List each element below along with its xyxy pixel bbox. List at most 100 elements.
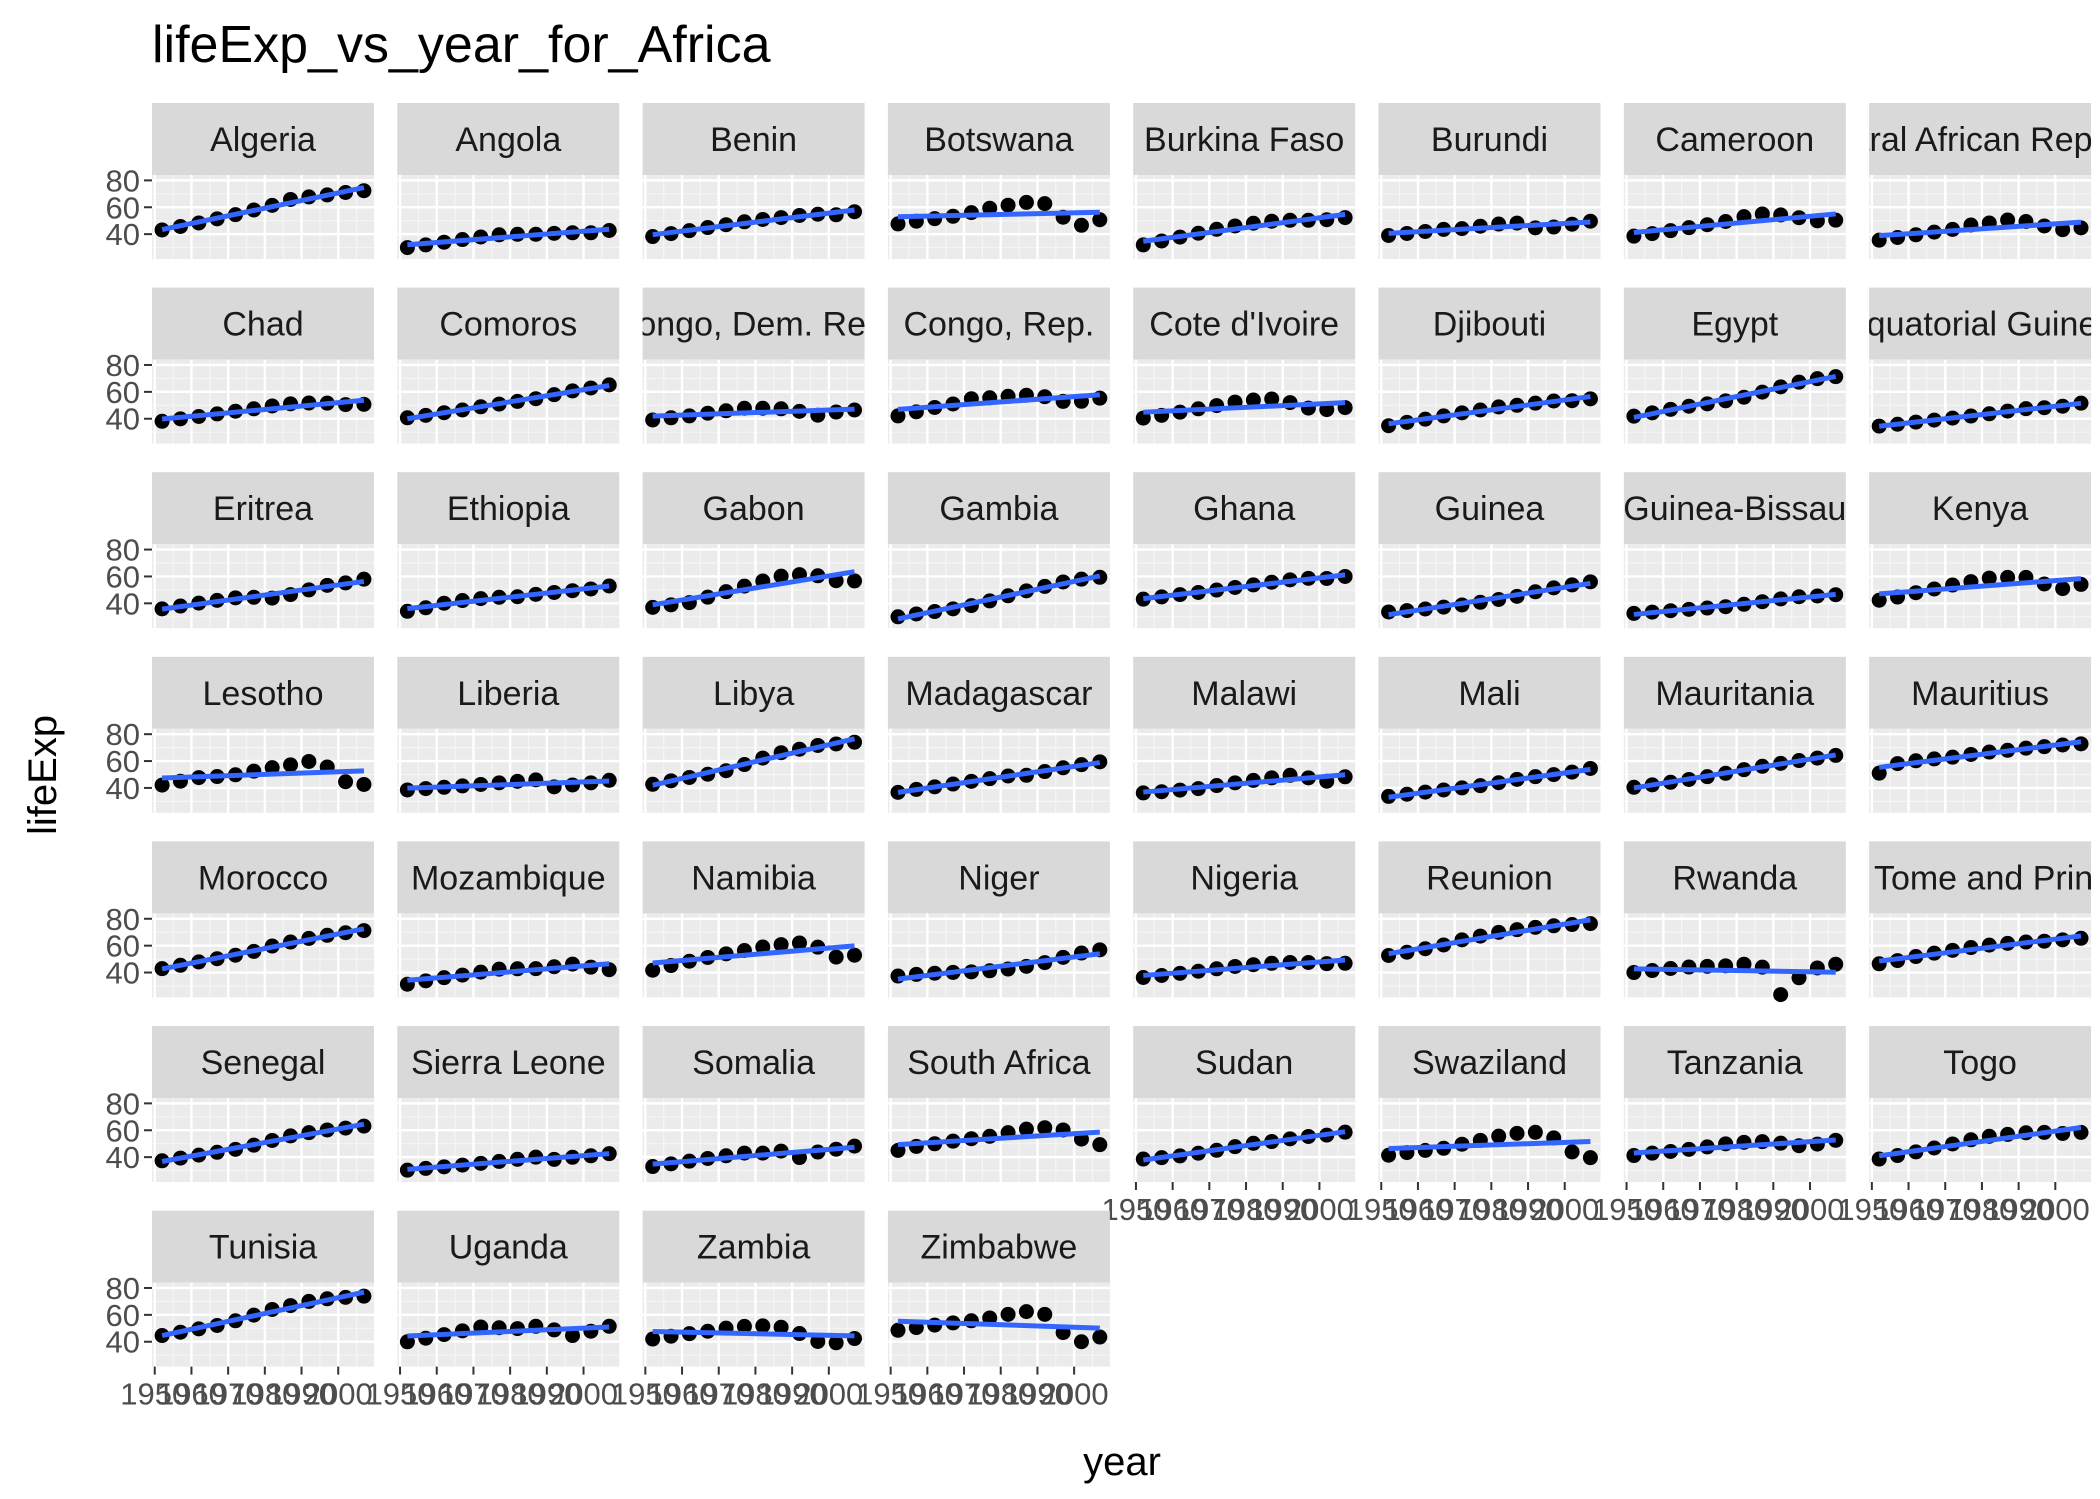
y-tick-label: 60 bbox=[106, 1298, 140, 1333]
facet-strip-label: Lesotho bbox=[203, 675, 324, 713]
fit-line bbox=[652, 1328, 855, 1339]
facet-panel: Djibouti bbox=[1378, 287, 1601, 444]
facet-strip-label: Malawi bbox=[1191, 675, 1297, 713]
x-tick-label: 1970 bbox=[439, 1377, 508, 1412]
facet-strip bbox=[1133, 472, 1356, 545]
facet-strip bbox=[642, 287, 865, 360]
facet-strip bbox=[642, 472, 865, 545]
y-tick-label: 80 bbox=[106, 1086, 140, 1121]
x-tick-label: 1950 bbox=[856, 1377, 925, 1412]
fit-line bbox=[1878, 933, 2082, 964]
fit-line bbox=[1878, 400, 2082, 429]
fit-line bbox=[1879, 219, 2082, 239]
facet-strip-label: Burundi bbox=[1431, 121, 1548, 159]
data-point bbox=[1037, 1306, 1053, 1322]
x-tick-label: 1980 bbox=[1947, 1192, 2016, 1227]
x-tick-label: 1950 bbox=[1837, 1192, 1906, 1227]
facet-strip-label: Mozambique bbox=[411, 859, 606, 897]
facet-strip-label: Congo, Dem. Rep. bbox=[613, 306, 895, 344]
x-tick-label: 1990 bbox=[1739, 1192, 1808, 1227]
data-point bbox=[810, 1333, 826, 1349]
y-tick-label: 80 bbox=[106, 717, 140, 752]
facet-strip bbox=[1623, 841, 1846, 914]
facet-panel: Congo, Rep. bbox=[887, 287, 1110, 444]
facet-strip-label: Uganda bbox=[449, 1229, 568, 1267]
facet-panel: Kenya bbox=[1869, 472, 2092, 629]
facet-strip bbox=[1378, 472, 1601, 545]
facet-strip-label: Sao Tome and Principe bbox=[1805, 859, 2100, 897]
chart-title: lifeExp_vs_year_for_Africa bbox=[152, 16, 771, 74]
data-point bbox=[601, 578, 617, 594]
data-point bbox=[645, 1331, 661, 1347]
fit-line bbox=[1633, 211, 1836, 235]
data-point bbox=[1582, 1150, 1598, 1166]
facet-strip-label: Guinea-Bissau bbox=[1623, 490, 1846, 528]
data-point bbox=[356, 776, 372, 792]
facet-strip-label: Zimbabwe bbox=[920, 1229, 1077, 1267]
facet-strip bbox=[152, 1026, 374, 1098]
x-tick-label: 1960 bbox=[1383, 1192, 1452, 1227]
data-point bbox=[154, 777, 170, 793]
fit-line bbox=[897, 1318, 1100, 1331]
facet-panel: Rwanda bbox=[1623, 841, 1846, 1003]
x-tick-label: 1960 bbox=[157, 1377, 226, 1412]
x-tick-label: 1960 bbox=[1138, 1192, 1207, 1227]
panel-background bbox=[397, 1282, 620, 1367]
fit-line bbox=[1388, 1138, 1591, 1152]
data-point bbox=[773, 937, 789, 953]
x-tick-label: 2000 bbox=[1530, 1192, 1599, 1227]
data-point bbox=[1582, 213, 1598, 229]
facet-strip-label: Gambia bbox=[939, 490, 1058, 528]
facet-panel: Ethiopia bbox=[397, 472, 620, 629]
fit-line bbox=[1388, 917, 1591, 957]
fit-line bbox=[652, 943, 855, 966]
fit-line bbox=[897, 209, 1100, 220]
facet-panel: Burundi bbox=[1378, 103, 1601, 259]
facet-panel: Congo, Dem. Rep. bbox=[613, 287, 895, 444]
x-tick-label: 1990 bbox=[267, 1377, 336, 1412]
x-tick-label: 1980 bbox=[230, 1377, 299, 1412]
x-tick-label: 1980 bbox=[1212, 1192, 1281, 1227]
facet-strip-label: Sierra Leone bbox=[411, 1044, 606, 1082]
x-tick-label: 1980 bbox=[476, 1377, 545, 1412]
data-point bbox=[1135, 785, 1151, 801]
facet-strip-label: Ghana bbox=[1193, 490, 1295, 528]
facet-strip-label: Cameroon bbox=[1655, 121, 1814, 159]
fit-line bbox=[652, 736, 856, 788]
facet-panel: Malawi bbox=[1133, 656, 1356, 813]
x-tick-label: 1980 bbox=[966, 1377, 1035, 1412]
facet-strip-label: Mauritania bbox=[1655, 675, 1814, 713]
y-tick-label: 60 bbox=[106, 375, 140, 410]
panel-background bbox=[152, 175, 374, 259]
fit-line bbox=[1878, 1125, 2082, 1159]
facet-strip bbox=[887, 1210, 1110, 1283]
x-tick-label: 2000 bbox=[794, 1377, 863, 1412]
facet-strip-label: Zambia bbox=[697, 1229, 810, 1267]
data-point bbox=[1264, 391, 1280, 407]
data-point bbox=[828, 1335, 844, 1351]
facet-strip bbox=[887, 287, 1110, 360]
data-point bbox=[1337, 210, 1353, 226]
data-point bbox=[1073, 1334, 1089, 1350]
facet-strip-label: Congo, Rep. bbox=[903, 306, 1094, 344]
x-tick-label: 1970 bbox=[194, 1377, 263, 1412]
facet-strip-label: Equatorial Guinea bbox=[1844, 306, 2100, 344]
x-tick-label: 1970 bbox=[684, 1377, 753, 1412]
data-point bbox=[890, 1322, 906, 1338]
x-tick-label: 1980 bbox=[1702, 1192, 1771, 1227]
x-tick-label: 2000 bbox=[549, 1377, 618, 1412]
fit-line bbox=[1879, 576, 2082, 597]
x-tick-label: 1980 bbox=[1457, 1192, 1526, 1227]
data-point bbox=[755, 939, 771, 955]
facet-panel: Gabon bbox=[642, 472, 865, 629]
facet-strip bbox=[887, 656, 1110, 729]
panel-background bbox=[1133, 1098, 1356, 1182]
fit-line bbox=[897, 392, 1100, 412]
data-point bbox=[1092, 1137, 1108, 1153]
y-tick-label: 60 bbox=[106, 744, 140, 779]
data-point bbox=[264, 760, 280, 776]
